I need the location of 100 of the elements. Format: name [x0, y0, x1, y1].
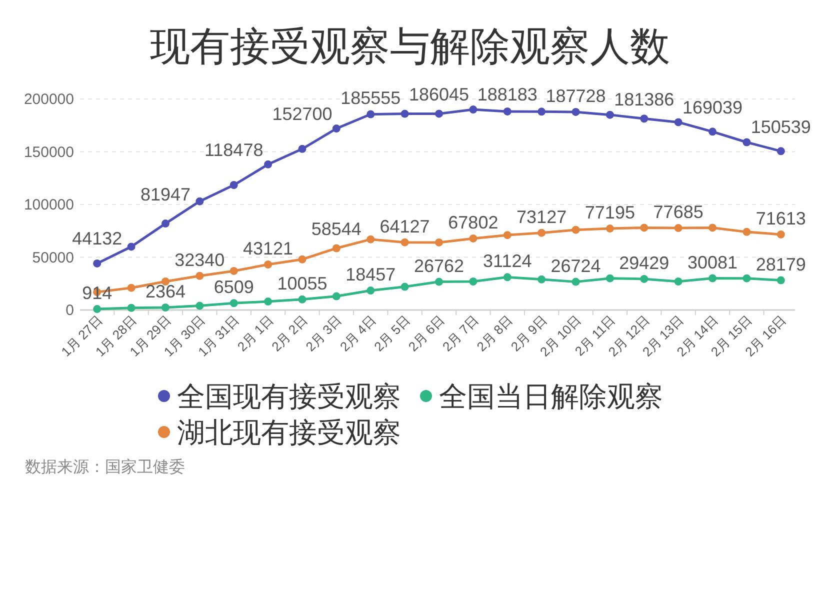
data-label: 30081: [687, 252, 738, 272]
point: [606, 110, 614, 119]
point: [708, 128, 717, 136]
data-label: 44132: [72, 228, 122, 248]
legend-label: 全国当日解除观察: [439, 381, 663, 412]
point: [161, 304, 170, 312]
point: [572, 108, 580, 116]
point: [298, 144, 306, 153]
point: [435, 278, 443, 286]
data-label: 77195: [584, 202, 635, 223]
point: [230, 299, 238, 308]
point: [640, 224, 648, 232]
point: [640, 274, 648, 283]
point: [332, 292, 340, 300]
point: [503, 273, 512, 282]
data-label: 31124: [483, 251, 532, 272]
point: [435, 110, 443, 118]
data-label: 67802: [448, 212, 498, 232]
point: [606, 274, 614, 282]
data-label: 169039: [682, 98, 743, 118]
point: [127, 304, 136, 312]
point: [572, 226, 580, 234]
point: [538, 228, 546, 237]
point: [640, 114, 648, 123]
point: [708, 274, 717, 282]
point: [503, 231, 512, 240]
data-label: 181386: [614, 90, 674, 110]
point: [776, 230, 785, 238]
data-label: 150539: [750, 117, 811, 138]
point: [127, 242, 136, 251]
data-label: 71613: [756, 208, 806, 228]
point: [435, 238, 443, 246]
point: [742, 228, 751, 236]
data-label: 185555: [340, 88, 401, 108]
point: [674, 118, 682, 126]
data-label: 152700: [272, 104, 332, 124]
data-label: 64127: [380, 216, 430, 236]
point: [332, 124, 340, 133]
data-label: 28179: [756, 254, 806, 274]
point: [196, 197, 204, 206]
y-tick-label: 50000: [32, 249, 74, 266]
point: [196, 302, 204, 310]
data-label: 26724: [550, 256, 601, 276]
data-label: 6509: [214, 277, 254, 298]
point: [469, 234, 478, 242]
data-label: 26762: [414, 256, 464, 276]
data-label: 58544: [311, 219, 362, 240]
point: [572, 278, 580, 286]
point: [298, 295, 306, 304]
point: [538, 108, 546, 116]
data-label: 188183: [477, 84, 538, 104]
point: [400, 238, 409, 246]
point: [196, 272, 204, 280]
data-label: 43121: [243, 238, 294, 259]
legend-label: 湖北现有接受观察: [177, 417, 401, 448]
point: [674, 224, 682, 232]
y-tick-label: 150000: [24, 144, 74, 161]
point: [742, 274, 751, 282]
point: [264, 260, 272, 269]
point: [400, 110, 409, 118]
point: [674, 278, 682, 286]
point: [776, 276, 785, 284]
data-label: 10055: [277, 273, 328, 294]
point: [264, 298, 272, 306]
point: [366, 110, 375, 118]
point: [469, 106, 478, 114]
y-tick-label: 0: [66, 302, 74, 319]
point: [264, 160, 272, 168]
data-label: 77685: [653, 202, 704, 222]
point: [606, 224, 614, 233]
point: [230, 266, 238, 275]
point: [93, 305, 102, 314]
data-label: 187728: [546, 86, 606, 106]
point: [332, 244, 340, 252]
point: [503, 107, 512, 116]
data-label: 29429: [619, 252, 670, 273]
point: [708, 224, 717, 232]
data-label: 118478: [204, 140, 264, 160]
y-tick-label: 100000: [24, 196, 74, 214]
point: [366, 235, 375, 244]
point: [742, 138, 751, 146]
data-label: 186045: [408, 84, 470, 105]
y-tick-label: 200000: [24, 91, 74, 108]
data-label: 81947: [140, 184, 191, 205]
point: [366, 286, 375, 295]
point: [93, 259, 102, 268]
legend-label: 全国现有接受观察: [177, 381, 401, 412]
point: [469, 278, 478, 286]
point: [298, 255, 306, 264]
data-label: 73127: [516, 206, 567, 227]
point: [776, 147, 785, 156]
point: [230, 181, 238, 190]
point: [400, 282, 409, 291]
data-label: 2364: [145, 282, 186, 302]
data-label: 18457: [346, 264, 396, 285]
point: [161, 220, 170, 228]
data-label: 32340: [174, 250, 225, 270]
point: [538, 275, 546, 284]
chart-title: 现有接受观察与解除观察人数: [150, 25, 670, 69]
point: [127, 284, 136, 292]
